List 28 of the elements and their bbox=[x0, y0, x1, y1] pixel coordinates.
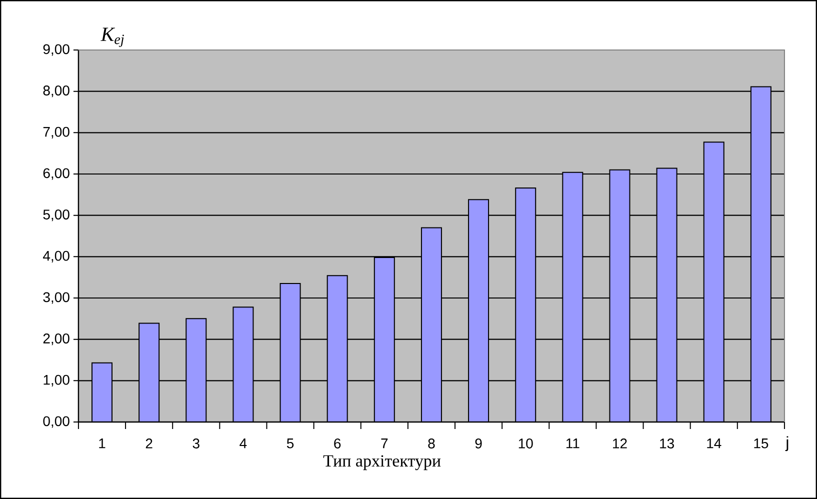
y-tick-label: 2,00 bbox=[43, 334, 70, 346]
text: j bbox=[785, 436, 788, 452]
x-tick-label: 9 bbox=[475, 438, 482, 448]
y-tick-label: 0,00 bbox=[43, 416, 70, 428]
y-tick-label: 4,00 bbox=[43, 250, 70, 262]
y-axis-title: K$_{ej}$ bbox=[100, 28, 124, 47]
y-tick-label: 3,00 bbox=[43, 292, 70, 304]
x-tick-label: 14 bbox=[707, 438, 722, 448]
y-tick-label: 1,00 bbox=[44, 374, 70, 386]
x-tick-label: 11 bbox=[566, 438, 580, 448]
x-tick-label: 15 bbox=[754, 438, 768, 448]
x-tick-label: 12 bbox=[613, 438, 627, 448]
y-tick-label: 5,00 bbox=[43, 210, 70, 222]
x-tick-label: 1 bbox=[99, 438, 106, 448]
y-tick-label: 8,00 bbox=[43, 86, 70, 98]
x-tick-label: 7 bbox=[381, 438, 388, 448]
x-tick-label: 10 bbox=[518, 438, 533, 448]
x-tick-label: 8 bbox=[428, 438, 435, 448]
x-axis-title: Тип архітектури bbox=[323, 455, 441, 470]
x-tick-label: 13 bbox=[660, 438, 674, 448]
y-tick-label: 6,00 bbox=[43, 168, 70, 180]
y-tick-label: 9,00 bbox=[43, 44, 70, 56]
x-tick-label: 2 bbox=[146, 438, 152, 448]
x-tick-label: 3 bbox=[192, 438, 200, 448]
x-tick-label: 5 bbox=[286, 438, 294, 448]
x-tick-label: 4 bbox=[240, 438, 247, 448]
x-tick-label: 6 bbox=[334, 438, 341, 448]
y-tick-label: 7,00 bbox=[43, 126, 70, 138]
